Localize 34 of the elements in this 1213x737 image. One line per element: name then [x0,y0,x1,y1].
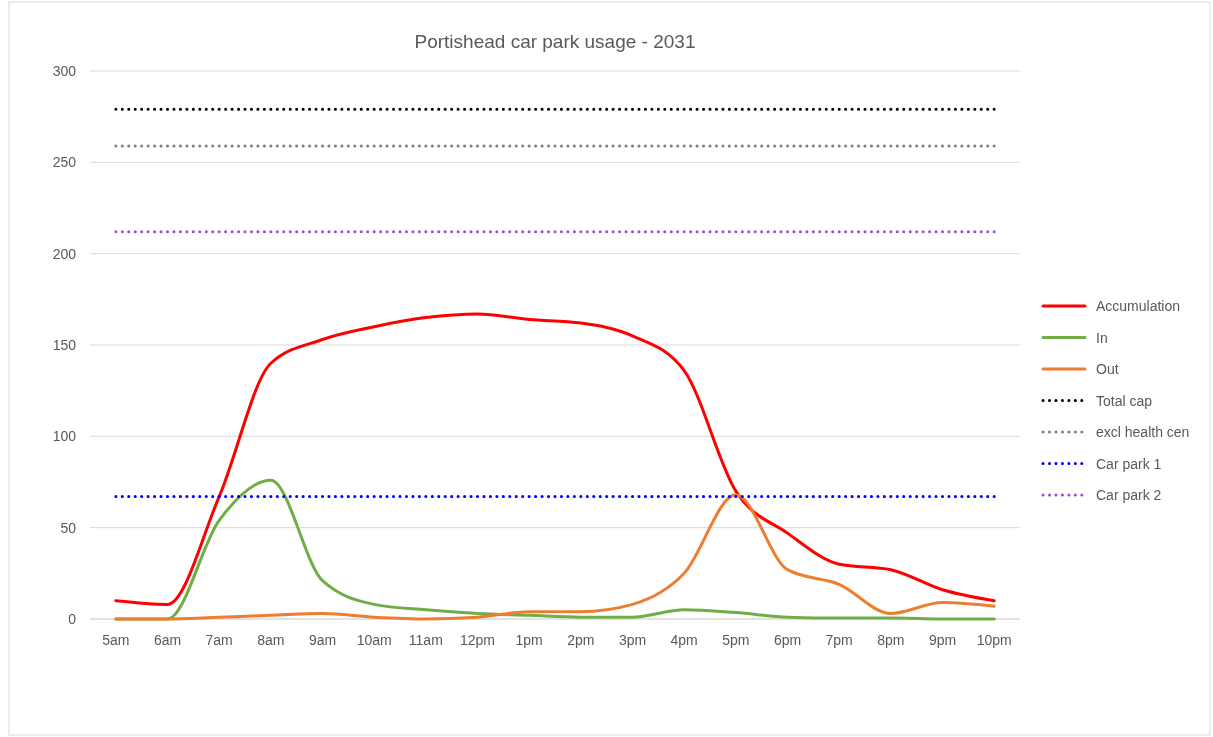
y-tick-label: 50 [60,519,77,536]
x-tick-label: 7pm [825,632,853,648]
chart-title: Portishead car park usage - 2031 [414,31,696,52]
x-tick-label: 8pm [877,632,905,648]
y-tick-label: 250 [52,154,77,171]
legend-label: In [1096,329,1108,346]
x-tick-label: 3pm [618,632,647,648]
x-tick-label: 5am [102,632,130,648]
y-tick-label: 300 [52,63,77,79]
legend-label: excl health cen [1096,424,1190,440]
x-tick-label: 5pm [722,632,750,648]
x-tick-label: 2pm [567,632,595,648]
x-tick-label: 6pm [773,632,802,648]
legend-label: Car park 1 [1096,455,1162,472]
x-tick-label: 1pm [515,632,543,648]
x-tick-label: 8am [257,632,285,648]
legend-label: Car park 2 [1096,487,1162,503]
y-tick-label: 100 [52,428,77,445]
legend-label: Total cap [1096,392,1153,409]
legend-label: Out [1096,361,1119,377]
x-tick-label: 4pm [670,632,698,648]
x-tick-label: 9pm [928,632,957,648]
y-tick-label: 0 [68,611,77,627]
x-tick-label: 10pm [976,632,1012,648]
x-tick-label: 6am [153,632,182,648]
x-tick-label: 7am [205,632,233,648]
x-tick-label: 9am [308,632,337,648]
x-tick-label: 11am [408,632,443,648]
y-tick-label: 150 [52,337,77,353]
line-series [114,312,996,606]
y-tick-label: 200 [52,245,77,262]
x-tick-label: 12pm [459,632,496,648]
legend-label: Accumulation [1096,298,1181,314]
x-tick-label: 10am [356,632,392,648]
